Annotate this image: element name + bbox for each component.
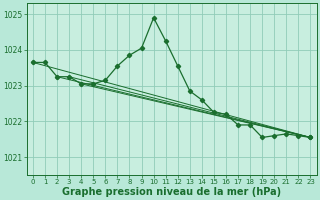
X-axis label: Graphe pression niveau de la mer (hPa): Graphe pression niveau de la mer (hPa): [62, 187, 281, 197]
